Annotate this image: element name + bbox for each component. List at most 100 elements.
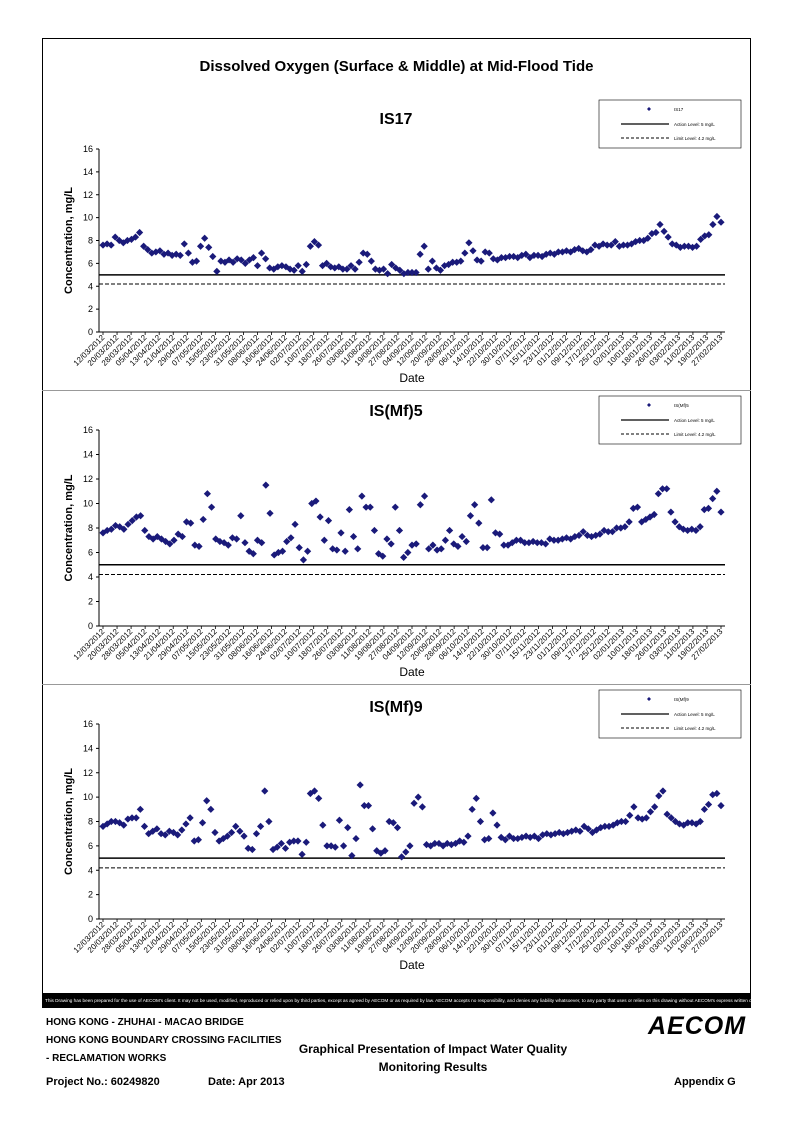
data-point	[257, 249, 266, 257]
data-point	[510, 834, 518, 843]
data-point	[692, 820, 700, 828]
data-point	[257, 822, 265, 830]
data-point	[445, 526, 454, 535]
data-point	[646, 808, 655, 816]
data-point	[625, 518, 633, 526]
data-point	[668, 240, 676, 248]
data-point	[393, 823, 402, 832]
data-point	[489, 809, 497, 817]
panel-separator	[42, 684, 751, 685]
data-point	[579, 528, 587, 536]
data-point	[601, 822, 609, 830]
data-point	[196, 242, 205, 250]
data-point	[211, 828, 219, 837]
data-point	[199, 515, 207, 524]
data-point	[533, 539, 541, 547]
data-point	[339, 265, 347, 273]
y-tick-label: 4	[88, 865, 93, 875]
data-point	[131, 233, 140, 241]
data-point	[644, 234, 652, 242]
data-point	[295, 544, 303, 552]
data-point	[485, 834, 493, 843]
data-point	[132, 814, 140, 822]
data-point	[684, 819, 692, 827]
data-point	[514, 254, 522, 262]
data-point	[600, 526, 608, 535]
data-point	[273, 843, 281, 851]
y-axis-label: Concentration, mg/L	[63, 768, 75, 875]
x-axis-label: Date	[399, 665, 425, 679]
data-point	[302, 260, 310, 269]
data-point	[221, 258, 229, 266]
data-point	[587, 246, 595, 254]
y-tick-label: 8	[88, 817, 93, 827]
data-point	[140, 822, 149, 830]
data-point	[671, 518, 679, 526]
y-tick-label: 2	[88, 890, 93, 900]
data-point	[203, 797, 211, 805]
data-point	[713, 212, 721, 221]
data-point	[534, 834, 543, 843]
project-line-2: HONG KONG BOUNDARY CROSSING FACILITIES	[46, 1035, 282, 1046]
data-point	[182, 820, 190, 828]
data-point	[551, 830, 559, 838]
data-point	[696, 817, 704, 826]
chart-title: IS17	[380, 111, 413, 128]
y-tick-label: 16	[83, 144, 93, 154]
data-point	[667, 814, 675, 822]
data-point	[622, 817, 630, 826]
legend-entry-series: IS17	[674, 107, 684, 112]
data-point	[119, 239, 127, 247]
data-point	[543, 830, 551, 838]
data-point	[501, 254, 510, 262]
legend: IS(Mf)9 Action Level: 5 mg/L Limit Level: …	[598, 689, 742, 739]
data-point	[136, 805, 144, 813]
data-point	[314, 241, 323, 249]
data-point	[379, 552, 387, 560]
data-point	[436, 266, 445, 274]
data-point	[294, 837, 302, 845]
y-tick-label: 14	[83, 743, 93, 753]
data-point	[198, 819, 207, 827]
y-tick-label: 12	[83, 474, 93, 484]
data-point	[429, 541, 437, 549]
data-point	[406, 842, 414, 850]
data-point	[391, 503, 399, 511]
y-tick-label: 6	[88, 548, 93, 558]
data-point	[316, 513, 324, 521]
data-point	[475, 519, 483, 527]
data-point	[209, 252, 217, 261]
data-point	[469, 247, 477, 255]
data-point	[286, 265, 294, 273]
legend-marker	[647, 403, 651, 407]
drawing-title-line-2: Monitoring Results	[378, 1060, 488, 1074]
data-point	[534, 251, 542, 259]
project-line-1: HONG KONG - ZHUHAI - MACAO BRIDGE	[46, 1017, 244, 1028]
data-point	[697, 235, 705, 243]
data-point	[562, 534, 571, 542]
data-point	[124, 520, 132, 528]
data-point	[368, 825, 377, 833]
data-point	[355, 258, 363, 266]
data-point	[693, 242, 701, 250]
y-axis-label: Concentration, mg/L	[63, 187, 75, 294]
data-point	[688, 819, 696, 827]
y-tick-label: 14	[83, 450, 93, 460]
data-point	[626, 811, 634, 820]
data-point	[227, 828, 236, 837]
data-point	[166, 540, 174, 548]
drawing-title-line-1: Graphical Presentation of Impact Water Q…	[298, 1042, 568, 1056]
data-point	[306, 242, 314, 250]
data-point	[418, 803, 426, 811]
y-tick-label: 4	[88, 281, 93, 291]
y-tick-label: 8	[88, 523, 93, 533]
data-point	[141, 526, 149, 535]
data-point	[389, 819, 397, 827]
data-point	[462, 537, 470, 546]
data-point	[207, 805, 215, 813]
data-point	[298, 850, 306, 859]
data-point	[248, 845, 256, 854]
data-point	[713, 789, 721, 798]
data-point	[546, 535, 554, 543]
